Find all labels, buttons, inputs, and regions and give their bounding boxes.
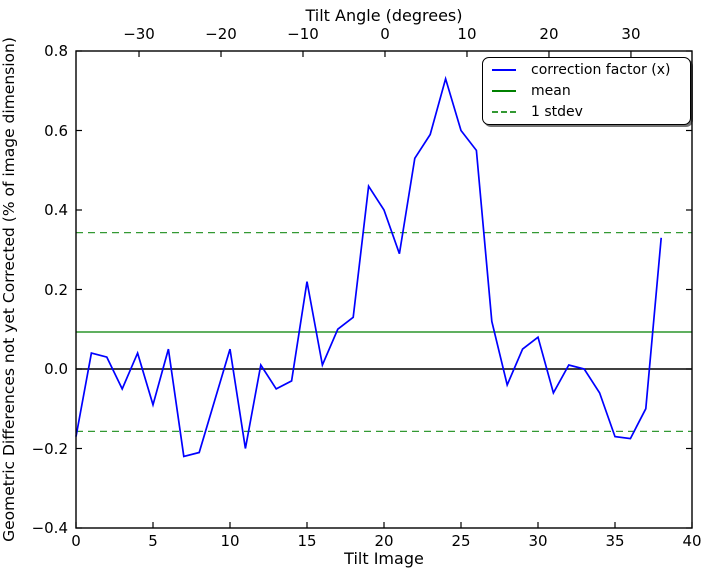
top-tick-label: −20 — [205, 25, 237, 43]
legend-entry-stdev: 1 stdev — [492, 101, 690, 122]
y-tick-label: 0.0 — [44, 360, 68, 378]
x-tick-label: 20 — [374, 532, 394, 550]
y-tick-label: −0.2 — [31, 439, 68, 458]
legend-label: mean — [531, 83, 571, 99]
x-tick-label: 15 — [297, 532, 317, 550]
y-tick-label: 0.4 — [44, 201, 68, 219]
top-tick-label: 30 — [621, 25, 641, 43]
top-tick-label: 20 — [539, 25, 559, 43]
x-tick-label: 25 — [451, 532, 471, 550]
top-axis-title: Tilt Angle (degrees) — [305, 6, 463, 25]
x-tick-label: 0 — [71, 532, 81, 550]
legend-label: correction factor (x) — [531, 62, 671, 79]
legend: correction factor (x) mean 1 stdev — [482, 57, 691, 125]
y-tick-label: −0.4 — [31, 519, 68, 537]
green-dashed-line-sample-icon — [492, 110, 516, 113]
legend-label: 1 stdev — [531, 103, 583, 120]
y-tick-label: 0.6 — [44, 121, 68, 140]
top-tick-label: −10 — [287, 25, 319, 43]
x-tick-label: 40 — [682, 532, 702, 550]
x-tick-label: 35 — [605, 532, 625, 550]
x-axis-label: Tilt Image — [344, 549, 424, 568]
y-tick-label: 0.2 — [44, 280, 68, 299]
top-tick-label: 10 — [457, 25, 477, 43]
top-tick-label: 0 — [380, 25, 390, 43]
blue-line-sample-icon — [492, 69, 516, 72]
y-tick-label: 0.8 — [44, 42, 68, 60]
x-tick-label: 5 — [148, 532, 158, 550]
top-tick-label: −30 — [123, 25, 155, 43]
x-tick-label: 30 — [528, 532, 548, 550]
x-tick-label: 10 — [220, 532, 240, 550]
green-line-sample-icon — [492, 90, 516, 92]
legend-entry-correction-factor: correction factor (x) — [492, 60, 690, 81]
legend-entry-mean: mean — [492, 81, 690, 102]
